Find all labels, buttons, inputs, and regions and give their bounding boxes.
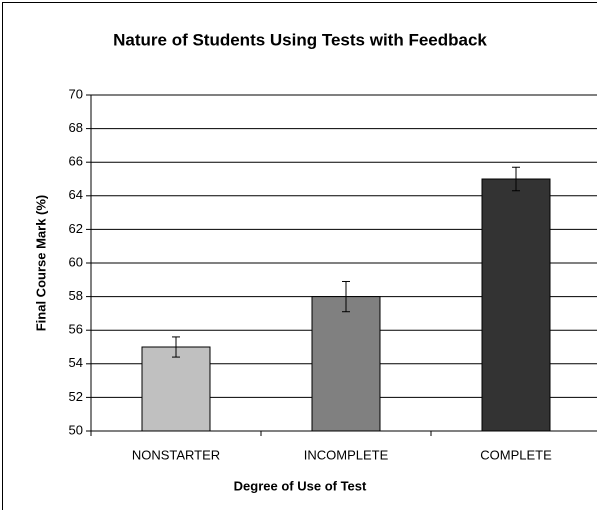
y-tick-label: 58 [69, 288, 83, 303]
y-tick-label: 52 [69, 389, 83, 404]
y-tick-label: 66 [69, 154, 83, 169]
x-tick-label: NONSTARTER [132, 447, 220, 462]
y-tick-label: 62 [69, 221, 83, 236]
chart-title: Nature of Students Using Tests with Feed… [113, 30, 487, 49]
x-axis-label: Degree of Use of Test [234, 478, 367, 493]
y-tick-label: 50 [69, 422, 83, 437]
y-tick-label: 70 [69, 86, 83, 101]
y-tick-label: 60 [69, 254, 83, 269]
x-tick-label: COMPLETE [480, 447, 552, 462]
bar [141, 346, 211, 432]
y-tick-label: 54 [69, 355, 83, 370]
x-tick-label: INCOMPLETE [304, 447, 389, 462]
y-axis-label: Final Course Mark (%) [33, 195, 48, 332]
y-tick-label: 64 [69, 187, 83, 202]
bar [311, 296, 381, 432]
y-tick-label: 56 [69, 322, 83, 337]
bar [481, 178, 551, 432]
y-tick-label: 68 [69, 120, 83, 135]
